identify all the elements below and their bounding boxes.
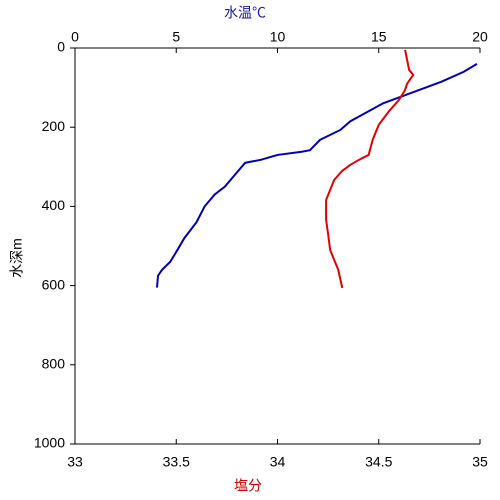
x2-tick-label: 15 [371,29,387,45]
x-axis-title: 塩分 [234,478,262,494]
y-tick-label: 1000 [34,435,65,451]
x-tick-label: 34.5 [365,454,392,470]
x-tick-label: 35 [472,454,488,470]
y-axis-title: 水深m [9,238,25,278]
x2-tick-label: 20 [472,29,488,45]
y-tick-label: 0 [57,39,65,55]
x2-tick-label: 5 [172,29,180,45]
y-tick-label: 400 [42,197,66,213]
x2-tick-label: 10 [270,29,286,45]
y-tick-label: 800 [42,356,66,372]
x-tick-label: 33.5 [163,454,190,470]
x-tick-label: 34 [270,454,286,470]
profile-line [325,49,415,289]
x2-axis-title: 水温℃ [224,5,266,21]
profile-line [156,62,478,288]
y-tick-label: 600 [42,276,66,292]
y-tick-label: 200 [42,118,66,134]
x-tick-label: 33 [67,454,83,470]
x2-tick-label: 0 [71,29,79,45]
